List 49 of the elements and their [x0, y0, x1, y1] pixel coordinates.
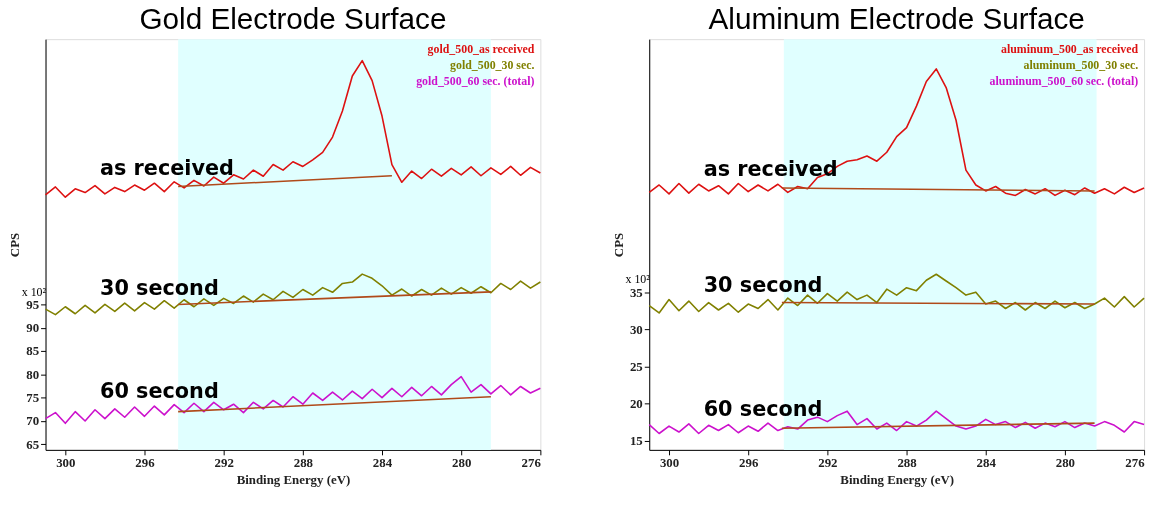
x-tick-label: 296 [135, 456, 156, 471]
annotation: 30 second [99, 275, 219, 300]
x-tick-label: 288 [293, 456, 313, 471]
x-tick-label: 280 [1055, 456, 1076, 471]
y-tick-label: 75 [26, 391, 40, 406]
chart-title: Aluminum Electrode Surface [708, 2, 1085, 36]
annotation: 60 second [99, 379, 219, 404]
text: gold_500_as received [427, 42, 535, 57]
x-tick-label: 288 [897, 456, 917, 471]
x-axis-title: Binding Energy (eV) [840, 473, 954, 488]
text: aluminum_500_as received [1000, 42, 1139, 57]
y-tick-label: 95 [26, 297, 40, 312]
x-tick-label: 284 [976, 456, 997, 471]
x-tick-label: 292 [214, 456, 234, 471]
chart-title: Gold Electrode Surface [139, 2, 447, 36]
y-tick-label: 15 [629, 434, 643, 449]
line-series [44, 273, 542, 316]
x-axis-title: Binding Energy (eV) [236, 473, 351, 488]
x-tick-label: 300 [56, 456, 76, 471]
x-tick-label: 292 [818, 456, 838, 471]
y-tick-label: 70 [26, 414, 40, 429]
text: gold_500_60 sec. (total) [416, 73, 535, 88]
x-tick-label: 296 [739, 456, 759, 471]
y-tick-label: 20 [629, 397, 643, 412]
x-tick-label: 280 [452, 456, 472, 471]
text: aluminum_500_60 sec. (total) [989, 73, 1139, 88]
y-tick-label: 85 [26, 344, 40, 359]
annotation: 30 second [703, 272, 823, 297]
y-tick-label: 30 [629, 322, 643, 337]
annotation: as received [703, 156, 838, 181]
y-tick-label: 90 [26, 321, 40, 336]
y-tick-label: 25 [629, 360, 643, 374]
annotation: as received [99, 156, 234, 181]
annotation: x 10² [21, 284, 47, 299]
y-axis-title: CPS [8, 232, 23, 258]
y-tick-label: 65 [26, 437, 40, 452]
x-tick-label: 300 [659, 456, 680, 471]
x-tick-label: 276 [1125, 456, 1146, 471]
x-tick-label: 284 [372, 456, 393, 471]
y-tick-label: 80 [26, 367, 40, 382]
text: gold_500_30 sec. [450, 57, 535, 72]
text: aluminum_500_30 sec. [1023, 57, 1139, 72]
x-tick-label: 276 [521, 456, 542, 471]
line-series [44, 375, 542, 425]
line-series [648, 273, 1145, 314]
y-tick-label: 35 [629, 285, 643, 300]
y-axis-title: CPS [612, 232, 627, 258]
line-series [44, 59, 542, 198]
annotation: 60 second [703, 396, 823, 421]
